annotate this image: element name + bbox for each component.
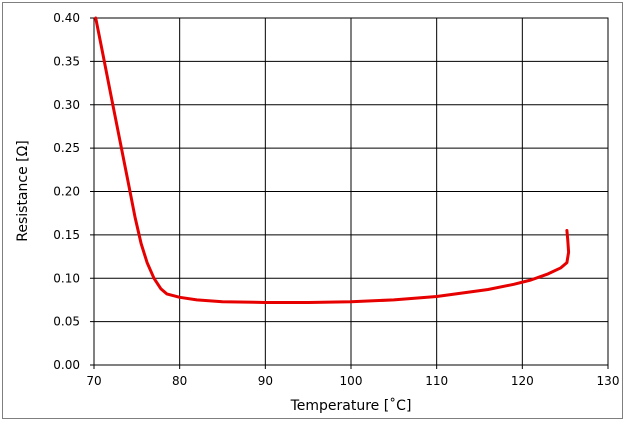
y-tick-label: 0.00 [53, 358, 80, 372]
y-tick-label: 0.05 [53, 315, 80, 329]
y-tick-label: 0.20 [53, 185, 80, 199]
y-tick-label: 0.25 [53, 141, 80, 155]
series-line [94, 16, 571, 304]
series-layer [94, 16, 571, 304]
x-tick-label: 90 [258, 374, 273, 388]
x-tick-label: 130 [597, 374, 620, 388]
y-tick-label: 0.30 [53, 98, 80, 112]
x-tick-label: 80 [172, 374, 187, 388]
x-axis-label: Temperature [˚C] [290, 397, 412, 414]
y-axis-ticks: 0.00 0.05 0.10 0.15 0.20 0.25 0.30 0.35 0.40 [53, 11, 94, 372]
x-tick-label: 70 [86, 374, 101, 388]
x-tick-label: 110 [425, 374, 448, 388]
y-axis-label: Resistance [Ω] [15, 140, 31, 242]
x-tick-label: 120 [511, 374, 534, 388]
y-tick-label: 0.10 [53, 271, 80, 285]
grid [94, 18, 608, 365]
x-tick-label: 100 [340, 374, 363, 388]
y-tick-label: 0.35 [53, 54, 80, 68]
resistance-temperature-chart: 70 80 90 100 110 120 130 0.000.050.100.150.200… [15, 11, 619, 414]
y-tick-label: 0.15 [53, 228, 80, 242]
x-axis-ticks: 70 80 90 100 110 120 130 [86, 365, 619, 388]
chart-frame: 70 80 90 100 110 120 130 0.00 0.05 0.10 0.15 0.20 0… [2, 2, 623, 419]
y-tick-label: 0.40 [53, 11, 80, 25]
